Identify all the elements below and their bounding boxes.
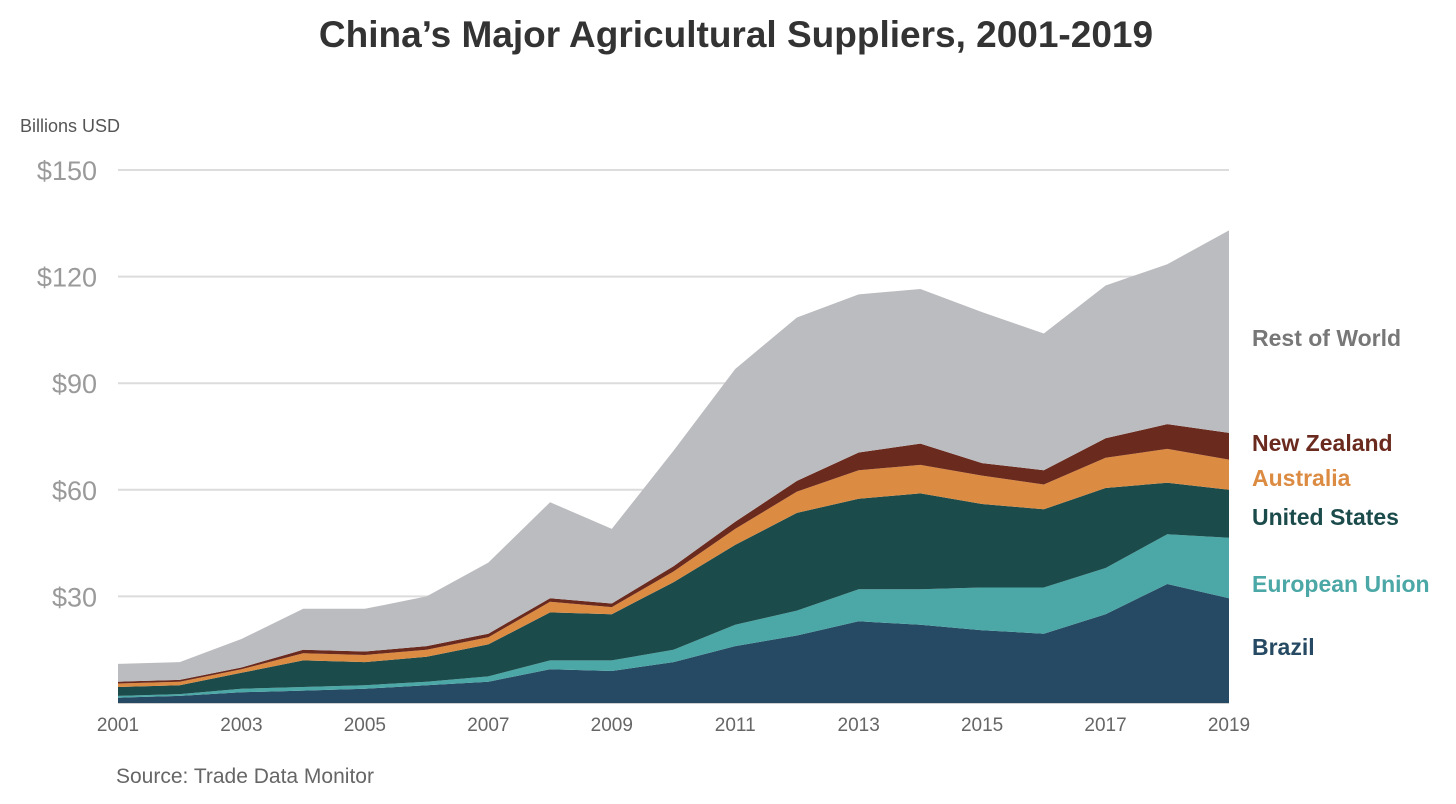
source-note: Source: Trade Data Monitor [116, 765, 374, 788]
y-tick-label: $30 [52, 582, 97, 612]
legend-new-zealand: New Zealand [1252, 430, 1393, 456]
y-tick-label: $120 [37, 263, 97, 293]
x-tick-label: 2001 [97, 715, 139, 736]
x-tick-label: 2011 [715, 715, 756, 736]
legend-united-states: United States [1252, 504, 1399, 530]
y-axis-units-label: Billions USD [20, 116, 121, 136]
x-tick-label: 2015 [961, 715, 1003, 736]
area-rest-of-world [118, 230, 1229, 682]
area-australia [118, 448, 1229, 687]
y-tick-label: $60 [52, 476, 97, 506]
x-tick-label: 2017 [1084, 715, 1126, 736]
legend-rest-of-world: Rest of World [1252, 325, 1401, 351]
x-tick-label: 2019 [1208, 715, 1250, 736]
x-tick-label: 2009 [591, 715, 633, 736]
area-brazil [118, 584, 1229, 703]
legend-european-union: European Union [1252, 571, 1430, 597]
y-axis-ticks: $30 $60 $90 $120 $150 [37, 156, 97, 612]
x-tick-label: 2003 [220, 715, 262, 736]
area-european-union [118, 534, 1229, 698]
legend-australia: Australia [1252, 465, 1351, 491]
chart-title: China’s Major Agricultural Suppliers, 20… [318, 14, 1154, 55]
x-tick-label: 2007 [467, 715, 509, 736]
y-tick-label: $90 [52, 369, 97, 399]
areas [118, 230, 1229, 703]
area-new-zealand [118, 424, 1229, 684]
y-tick-label: $150 [37, 156, 97, 186]
x-tick-label: 2013 [838, 715, 880, 736]
legend: Brazil European Union United States Austral… [1252, 325, 1430, 660]
area-united-states [118, 482, 1229, 696]
x-tick-label: 2005 [344, 715, 386, 736]
legend-brazil: Brazil [1252, 634, 1315, 660]
x-axis-ticks: 2001 2003 2005 2007 2009 2011 2013 2015 2017 2019 [97, 715, 1250, 736]
